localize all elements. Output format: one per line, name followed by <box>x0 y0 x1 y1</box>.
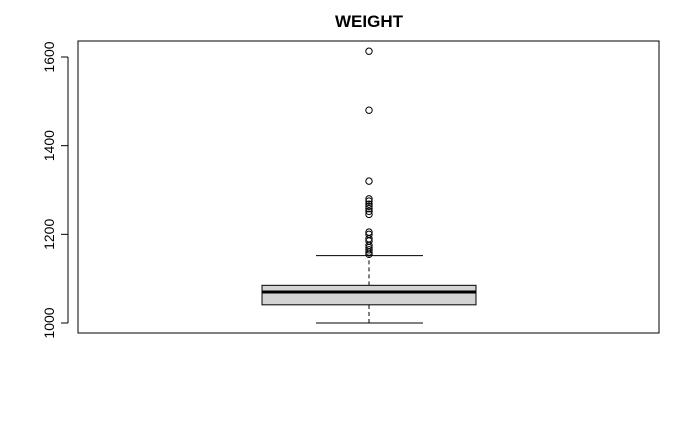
plot-frame <box>77 40 660 334</box>
outlier-point <box>365 200 373 208</box>
chart-title: WEIGHT <box>335 12 404 31</box>
outlier-point <box>365 195 373 203</box>
outlier-point <box>365 210 373 219</box>
iqr-box <box>261 284 477 306</box>
outlier-point <box>365 197 373 205</box>
box-plot <box>261 255 477 324</box>
outlier-point <box>365 106 373 114</box>
outlier-point <box>365 204 373 213</box>
outlier-point <box>365 177 373 185</box>
outlier-point <box>365 47 373 55</box>
y-tick-label: 1200 <box>41 219 57 250</box>
outlier-point <box>365 246 373 254</box>
y-tick-label: 1000 <box>41 307 57 338</box>
outliers <box>365 47 373 258</box>
outlier-point <box>365 228 373 236</box>
y-tick-label: 1600 <box>41 41 57 72</box>
outlier-point <box>365 202 373 211</box>
y-tick-label: 1400 <box>41 130 57 161</box>
outlier-point <box>365 230 373 239</box>
outlier-point <box>365 207 373 215</box>
y-axis: 1000 1200 1400 1600 <box>41 41 68 339</box>
